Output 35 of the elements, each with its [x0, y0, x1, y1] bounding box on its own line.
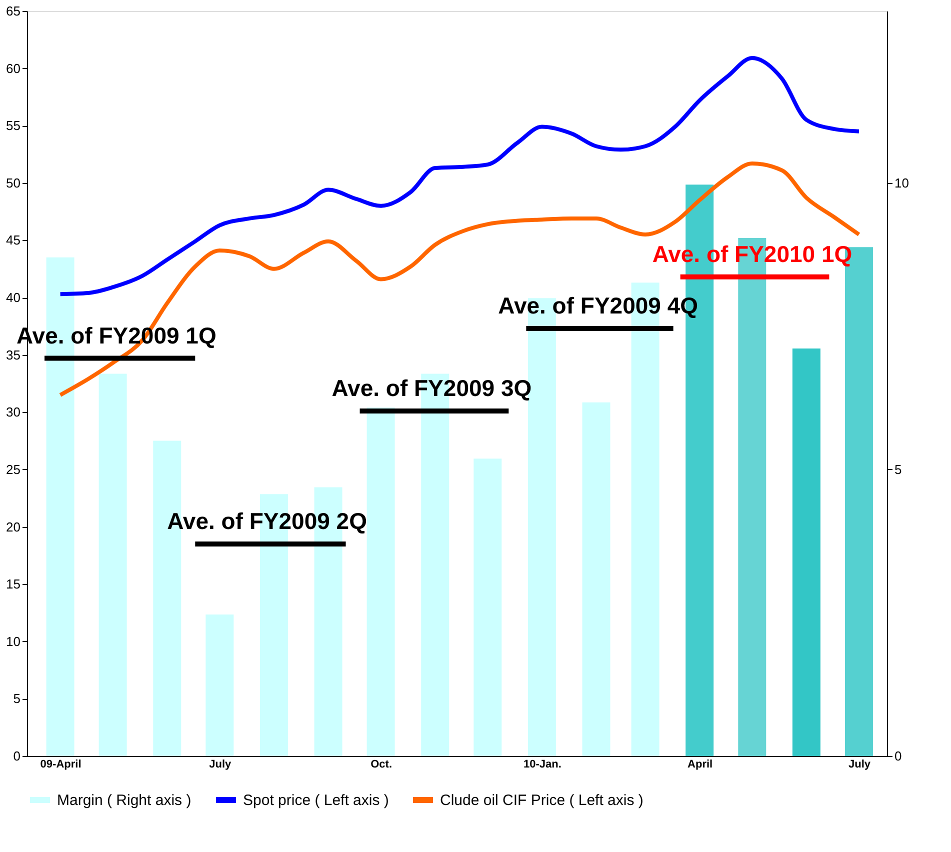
y-tick-label: 65 — [6, 4, 20, 18]
y-tick-label: 20 — [6, 519, 20, 534]
x-tick-label: April — [688, 758, 713, 770]
y2-tick-label: 10 — [894, 175, 909, 190]
x-tick-label: Oct. — [370, 758, 392, 770]
y-tick-label: 35 — [6, 347, 20, 362]
y-tick-label: 25 — [6, 462, 20, 477]
series-label: Ave. of FY2009 3Q — [332, 375, 532, 402]
legend-label: Margin ( Right axis ) — [57, 792, 192, 809]
bar — [366, 408, 395, 756]
y-tick-label: 50 — [6, 175, 20, 190]
legend-label: Spot price ( Left axis ) — [243, 792, 389, 809]
y-tick-label: 15 — [6, 576, 20, 592]
y-tick-label: 55 — [6, 118, 20, 134]
y-tick-label: 10 — [6, 634, 20, 649]
y-tick-label: 0 — [13, 748, 20, 764]
y2-tick-label: 5 — [894, 462, 902, 477]
y-tick-label: 30 — [6, 404, 20, 420]
bar — [98, 374, 127, 756]
x-tick-label: 10-Jan. — [523, 758, 562, 770]
bar — [474, 458, 502, 756]
x-tick-label: July — [848, 758, 872, 770]
bar — [582, 402, 610, 756]
y2-tick-label: 0 — [894, 748, 902, 764]
y-tick-label: 60 — [6, 60, 20, 76]
line-series — [58, 56, 861, 296]
legend-label: Clude oil CIF Price ( Left axis ) — [440, 792, 644, 809]
x-tick-label: July — [209, 758, 232, 770]
bar — [792, 348, 820, 756]
x-tick-label: 09-April — [40, 758, 82, 770]
y-tick-label: 5 — [13, 691, 20, 706]
y-tick-label: 45 — [6, 232, 20, 248]
bar — [206, 614, 234, 756]
y-tick-label: 40 — [6, 290, 20, 306]
series-label: Ave. of FY2009 2Q — [167, 508, 368, 534]
